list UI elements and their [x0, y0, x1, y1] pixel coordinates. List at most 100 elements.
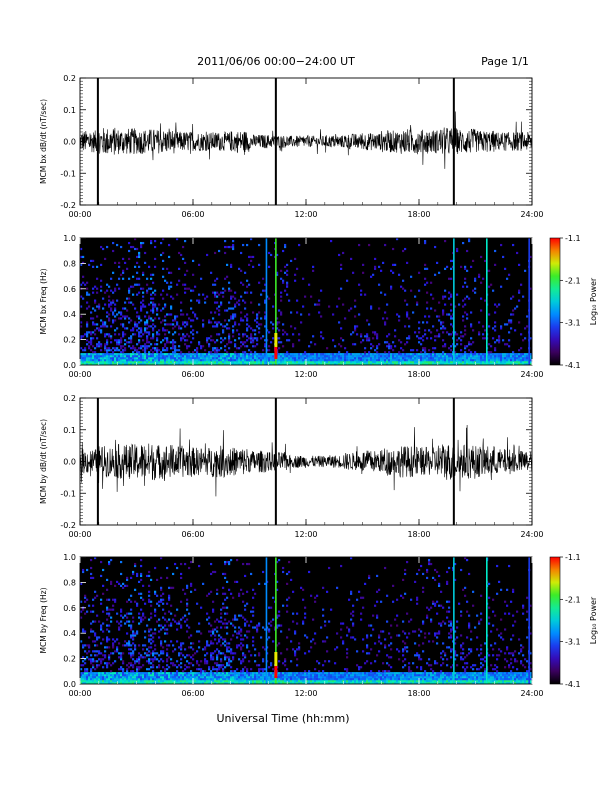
spectrogram-cell — [224, 359, 227, 362]
spectrogram-cell — [498, 337, 501, 340]
spectrogram-cell — [132, 329, 135, 332]
spectrogram-cell — [212, 359, 215, 362]
spectrogram-cell — [500, 353, 503, 356]
spectrogram-cell — [468, 363, 471, 366]
spectrogram-cell — [226, 580, 229, 583]
spectrogram-cell — [284, 289, 287, 292]
spectrogram-cell — [294, 680, 297, 683]
spectrogram-cell — [376, 351, 379, 354]
spectrogram-cell — [286, 678, 289, 681]
panel-4: 0.00.20.40.60.81.0 -1.1-2.1-3.1-4.1Log₁₀ … — [39, 553, 598, 698]
spectrogram-cell — [142, 656, 145, 659]
spectrogram-cell — [248, 674, 251, 677]
spectrogram-cell — [402, 349, 405, 352]
spectrogram-cell — [294, 257, 297, 261]
spectrogram-cell — [524, 359, 527, 362]
spectrogram-cell — [494, 249, 497, 253]
spectrogram-cell — [108, 562, 111, 566]
spectrogram-cell — [252, 636, 255, 639]
spectrogram-cell — [260, 363, 263, 366]
spectrogram-cell — [94, 357, 97, 360]
spectrogram-cell — [166, 682, 169, 685]
spectrogram-cell — [264, 680, 267, 683]
spectrogram-cell — [290, 682, 293, 685]
spectrogram-cell — [144, 351, 147, 354]
spectrogram-cell — [144, 363, 147, 366]
spectrogram-cell — [140, 287, 143, 290]
spectrogram-cell — [304, 682, 307, 685]
spectrogram-cell — [126, 616, 129, 619]
spectrogram-cell — [470, 323, 473, 326]
spectrogram-cell — [108, 598, 111, 601]
spectrogram-cell — [212, 630, 215, 633]
spectrogram-cell — [234, 353, 237, 356]
spectrogram-cell — [252, 311, 255, 314]
spectrogram-cell — [202, 359, 205, 362]
spectrogram-cell — [374, 267, 377, 270]
spectrogram-cell — [320, 676, 323, 679]
spectrogram-cell — [150, 682, 153, 685]
spectrogram-cell — [174, 347, 177, 350]
spectrogram-cell — [272, 596, 275, 599]
spectrogram-cell — [468, 239, 471, 243]
spectrogram-cell — [154, 245, 157, 249]
spectrogram-cell — [482, 333, 485, 336]
spectrogram-cell — [284, 331, 287, 334]
spectrogram-cell — [270, 321, 273, 324]
spectrogram-cell — [406, 353, 409, 356]
spectrogram-cell — [112, 680, 115, 683]
spectrogram-cell — [494, 359, 497, 362]
spectrogram-cell — [382, 357, 385, 360]
spectrogram-cell — [224, 674, 227, 677]
spectrogram-cell — [90, 676, 93, 679]
spectrogram-cell — [102, 359, 105, 362]
spectrogram-cell — [384, 243, 387, 247]
spectrogram-cell — [460, 359, 463, 362]
spectrogram-cell — [222, 287, 225, 290]
spectrogram-cell — [226, 353, 229, 356]
spectrogram-cell — [118, 652, 121, 655]
spectrogram-cell — [176, 283, 179, 286]
spectrogram-cell — [84, 670, 87, 673]
spectrogram-cell — [112, 291, 115, 294]
spectrogram-cell — [174, 315, 177, 318]
spectrogram-cell — [258, 243, 261, 247]
spectrogram-cell — [254, 678, 257, 681]
colorbar-tick-label: -1.1 — [565, 234, 581, 243]
spectrogram-cell — [480, 359, 483, 362]
spectrogram-cell — [116, 359, 119, 362]
spectrogram-cell — [378, 363, 381, 366]
spectrogram-cell — [488, 359, 491, 362]
spectrogram-cell — [190, 331, 193, 334]
spectrogram-cell — [184, 680, 187, 683]
spectrogram-cell — [252, 361, 255, 364]
spectrogram-cell — [88, 353, 91, 356]
spectrogram-cell — [272, 359, 275, 362]
spectrogram-cell — [522, 361, 525, 364]
spectrogram-cell — [278, 353, 281, 356]
spectrogram-cell — [106, 640, 109, 643]
spectrogram-cell — [148, 678, 151, 681]
spectrogram-cell — [176, 670, 179, 673]
spectrogram-cell — [234, 682, 237, 685]
spectrogram-cell — [250, 339, 253, 342]
spectrogram-cell — [118, 355, 121, 358]
spectrogram-cell — [220, 341, 223, 344]
spectrogram-cell — [192, 273, 195, 276]
spectrogram-cell — [152, 323, 155, 326]
spectrogram-cell — [184, 674, 187, 677]
spectrogram-cell — [258, 664, 261, 667]
spectrogram-cell — [226, 650, 229, 653]
spectrogram-cell — [192, 353, 195, 356]
spectrogram-cell — [422, 357, 425, 360]
spectrogram-cell — [388, 345, 391, 348]
spectrogram-cell — [80, 668, 83, 671]
spectrogram-cell — [108, 363, 111, 366]
spectrogram-cell — [82, 255, 85, 259]
spectrogram-cell — [426, 359, 429, 362]
spectrogram-cell — [144, 602, 147, 605]
spectrogram-cell — [450, 345, 453, 348]
spectrogram-cell — [86, 652, 89, 655]
spectrogram-cell — [186, 618, 189, 621]
spectrogram-cell — [262, 670, 265, 673]
